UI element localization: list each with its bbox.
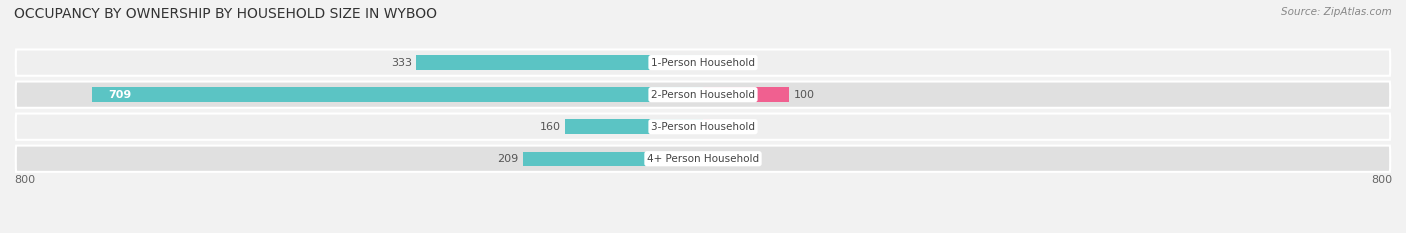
Text: 8: 8 xyxy=(714,122,721,132)
FancyBboxPatch shape xyxy=(15,49,1391,76)
Bar xyxy=(523,151,703,166)
Bar xyxy=(93,87,703,102)
Legend: Owner-occupied, Renter-occupied: Owner-occupied, Renter-occupied xyxy=(586,229,820,233)
Text: Source: ZipAtlas.com: Source: ZipAtlas.com xyxy=(1281,7,1392,17)
FancyBboxPatch shape xyxy=(15,113,1391,140)
Text: 4+ Person Household: 4+ Person Household xyxy=(647,154,759,164)
FancyBboxPatch shape xyxy=(15,82,1391,108)
Text: 3-Person Household: 3-Person Household xyxy=(651,122,755,132)
Bar xyxy=(565,120,703,134)
Text: 100: 100 xyxy=(793,90,814,100)
Bar xyxy=(703,151,707,166)
Text: 333: 333 xyxy=(391,58,412,68)
Bar xyxy=(703,55,730,70)
Text: 2-Person Household: 2-Person Household xyxy=(651,90,755,100)
Bar xyxy=(703,120,710,134)
Text: 209: 209 xyxy=(498,154,519,164)
FancyBboxPatch shape xyxy=(15,146,1391,172)
Text: 160: 160 xyxy=(540,122,561,132)
Text: 709: 709 xyxy=(108,90,131,100)
Bar xyxy=(703,87,789,102)
Text: 800: 800 xyxy=(14,175,35,185)
Text: 5: 5 xyxy=(711,154,718,164)
Text: OCCUPANCY BY OWNERSHIP BY HOUSEHOLD SIZE IN WYBOO: OCCUPANCY BY OWNERSHIP BY HOUSEHOLD SIZE… xyxy=(14,7,437,21)
Text: 800: 800 xyxy=(1371,175,1392,185)
Text: 31: 31 xyxy=(734,58,748,68)
Bar xyxy=(416,55,703,70)
Text: 1-Person Household: 1-Person Household xyxy=(651,58,755,68)
